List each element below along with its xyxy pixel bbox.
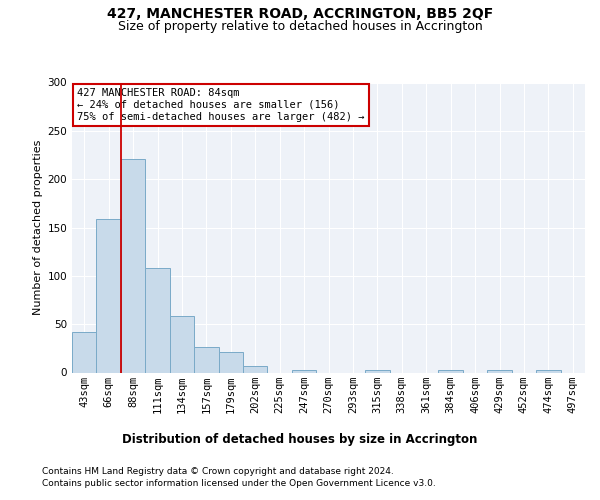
Bar: [121, 159, 145, 372]
Bar: [97, 219, 121, 372]
Text: Distribution of detached houses by size in Accrington: Distribution of detached houses by size …: [122, 432, 478, 446]
Bar: [487, 370, 512, 372]
Bar: [194, 348, 218, 372]
Bar: [170, 316, 194, 372]
Bar: [292, 370, 316, 372]
Bar: [536, 370, 560, 372]
Bar: [243, 366, 268, 372]
Y-axis label: Number of detached properties: Number of detached properties: [33, 140, 43, 315]
Bar: [218, 352, 243, 372]
Bar: [72, 332, 97, 372]
Text: Contains public sector information licensed under the Open Government Licence v3: Contains public sector information licen…: [42, 479, 436, 488]
Bar: [365, 370, 389, 372]
Bar: [439, 370, 463, 372]
Text: 427, MANCHESTER ROAD, ACCRINGTON, BB5 2QF: 427, MANCHESTER ROAD, ACCRINGTON, BB5 2Q…: [107, 8, 493, 22]
Text: Size of property relative to detached houses in Accrington: Size of property relative to detached ho…: [118, 20, 482, 33]
Text: 427 MANCHESTER ROAD: 84sqm
← 24% of detached houses are smaller (156)
75% of sem: 427 MANCHESTER ROAD: 84sqm ← 24% of deta…: [77, 88, 365, 122]
Bar: [145, 268, 170, 372]
Text: Contains HM Land Registry data © Crown copyright and database right 2024.: Contains HM Land Registry data © Crown c…: [42, 468, 394, 476]
